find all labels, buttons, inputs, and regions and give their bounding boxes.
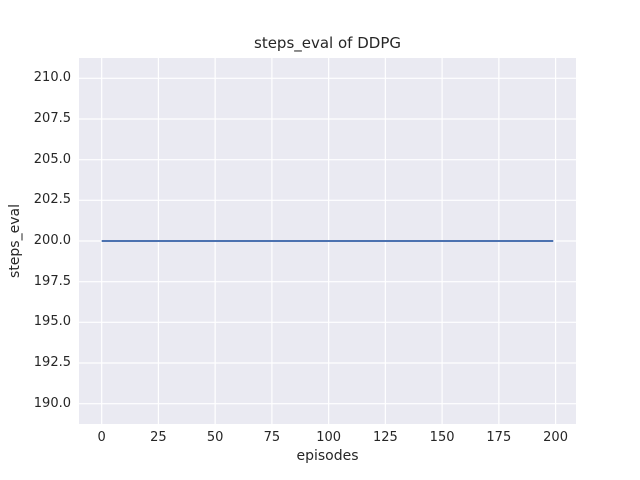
plot-area (79, 58, 576, 424)
x-tick-label: 175 (486, 430, 512, 445)
y-tick-label: 210.0 (33, 70, 71, 86)
x-tick-label: 150 (429, 430, 455, 445)
y-tick-label: 205.0 (33, 151, 71, 167)
x-tick-label: 75 (263, 430, 281, 445)
x-tick-label: 125 (372, 430, 398, 445)
x-tick-label: 100 (316, 430, 342, 445)
x-tick-label: 0 (97, 430, 106, 445)
y-tick-label: 195.0 (33, 314, 71, 330)
x-tick-label: 200 (543, 430, 568, 445)
x-tick-label: 50 (206, 430, 224, 445)
plot-canvas (79, 58, 576, 424)
y-tick-label: 207.5 (33, 111, 71, 126)
x-axis-label: episodes (296, 448, 359, 464)
y-tick-label: 202.5 (33, 192, 71, 208)
chart-title: steps_eval of DDPG (254, 34, 401, 52)
y-tick-label: 192.5 (33, 355, 71, 370)
x-tick-label: 25 (150, 430, 167, 445)
y-tick-label: 200.0 (33, 233, 71, 248)
y-tick-label: 190.0 (33, 395, 71, 411)
y-tick-label: 197.5 (33, 273, 71, 289)
